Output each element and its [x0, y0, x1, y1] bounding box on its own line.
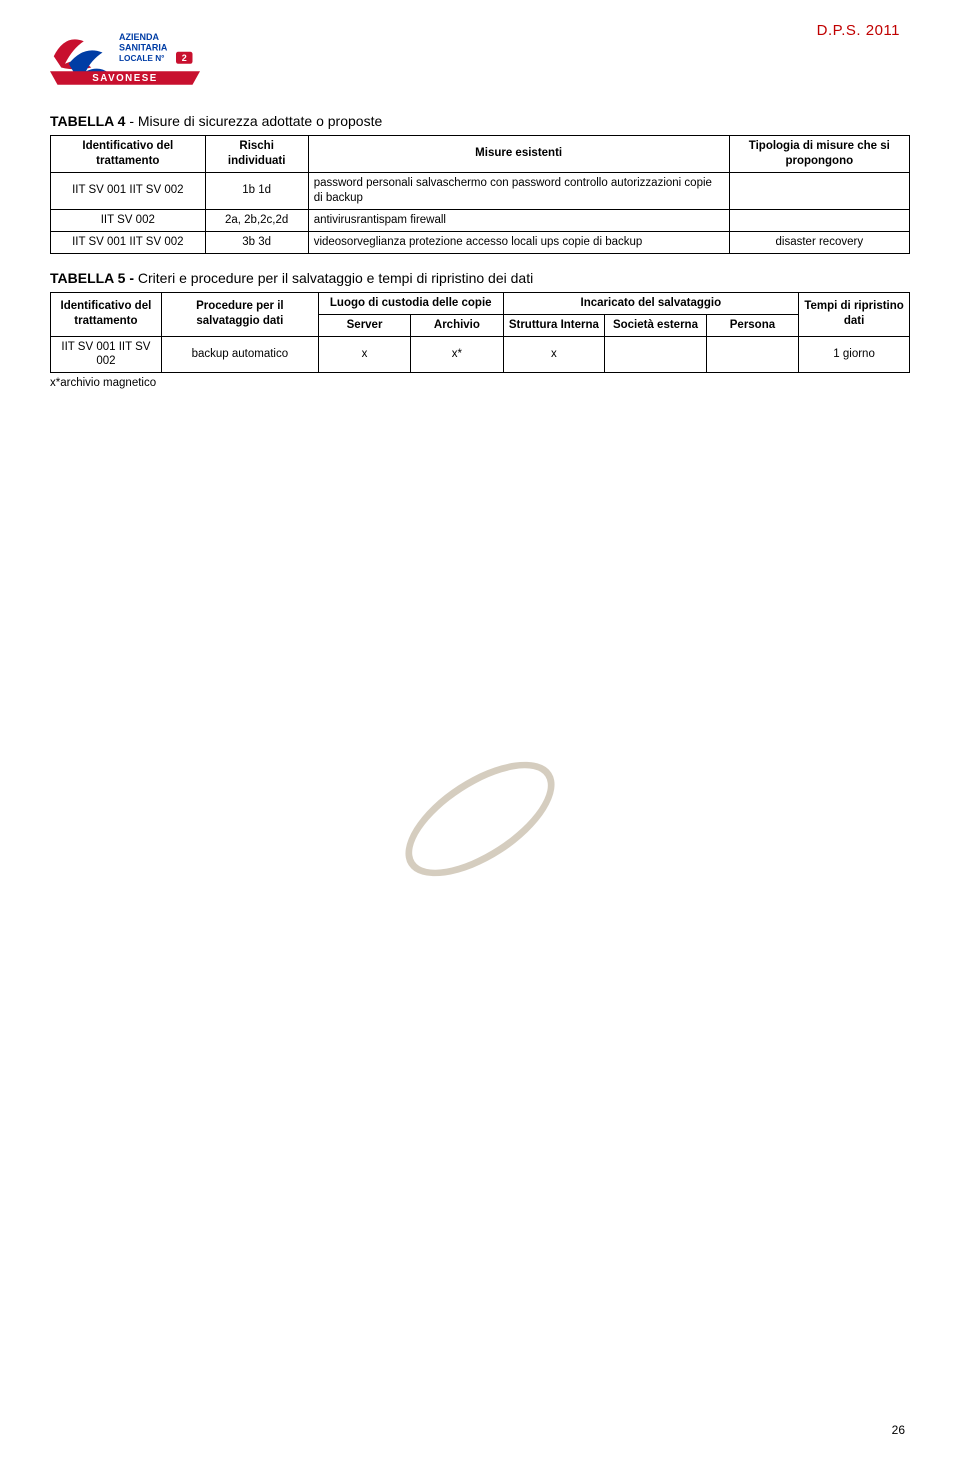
table4-header-row: Identificativo del trattamento Rischi in…: [51, 136, 910, 173]
t5-h-tempi: Tempi di ripristino dati: [799, 292, 910, 336]
table-row: IIT SV 001 IIT SV 002 3b 3d videosorvegl…: [51, 231, 910, 253]
page: D.P.S. 2011 AZIENDA SANITARIA LOCALE N° …: [0, 0, 960, 1462]
table4-title: TABELLA 4 - Misure di sicurezza adottate…: [50, 113, 910, 129]
watermark-ellipse-icon: [387, 739, 573, 899]
table-row: IIT SV 001 IIT SV 002 1b 1d password per…: [51, 172, 910, 209]
t4-r1-c2: 2a, 2b,2c,2d: [205, 209, 308, 231]
t4-r1-c3: antivirusrantispam firewall: [308, 209, 729, 231]
t5-r0-tempi: 1 giorno: [799, 336, 910, 373]
t5-r0-proc: backup automatico: [161, 336, 318, 373]
svg-text:2: 2: [182, 53, 187, 63]
t5-h-id: Identificativo del trattamento: [51, 292, 162, 336]
svg-text:AZIENDA: AZIENDA: [119, 32, 159, 42]
t5-r0-server: x: [318, 336, 410, 373]
table5: Identificativo del trattamento Procedure…: [50, 292, 910, 374]
svg-text:LOCALE N°: LOCALE N°: [119, 54, 164, 63]
t5-r0-persona: [706, 336, 798, 373]
table5-title-rest: Criteri e procedure per il salvataggio e…: [134, 270, 533, 286]
t5-h-proc: Procedure per il salvataggio dati: [161, 292, 318, 336]
table4-title-rest: - Misure di sicurezza adottate o propost…: [125, 113, 382, 129]
table5-title-prefix: TABELLA 5 -: [50, 270, 134, 286]
t5-h-societa: Società esterna: [605, 314, 707, 336]
t5-r0-id: IIT SV 001 IIT SV 002: [51, 336, 162, 373]
t4-r2-c4: disaster recovery: [729, 231, 909, 253]
t5-h-archivio: Archivio: [411, 314, 503, 336]
table4-h1: Identificativo del trattamento: [51, 136, 206, 173]
t5-h-server: Server: [318, 314, 410, 336]
t4-r2-c2: 3b 3d: [205, 231, 308, 253]
t5-h-luogo: Luogo di custodia delle copie: [318, 292, 503, 314]
table-row: IIT SV 002 2a, 2b,2c,2d antivirusrantisp…: [51, 209, 910, 231]
svg-text:SAVONESE: SAVONESE: [92, 73, 157, 84]
svg-text:SANITARIA: SANITARIA: [119, 42, 168, 52]
table5-title: TABELLA 5 - Criteri e procedure per il s…: [50, 270, 910, 286]
t4-r0-c2: 1b 1d: [205, 172, 308, 209]
t5-r0-societa: [605, 336, 707, 373]
t4-r2-c1: IIT SV 001 IIT SV 002: [51, 231, 206, 253]
page-number: 26: [892, 1423, 905, 1437]
t5-h-incaricato: Incaricato del salvataggio: [503, 292, 799, 314]
t5-h-persona: Persona: [706, 314, 798, 336]
t5-r0-archivio: x*: [411, 336, 503, 373]
table4-h2: Rischi individuati: [205, 136, 308, 173]
table5-header-row1: Identificativo del trattamento Procedure…: [51, 292, 910, 314]
t4-r2-c3: videosorveglianza protezione accesso loc…: [308, 231, 729, 253]
table5-footnote: x*archivio magnetico: [50, 377, 910, 389]
t5-h-struttura: Struttura Interna: [503, 314, 605, 336]
table4-h4: Tipologia di misure che si propongono: [729, 136, 909, 173]
table4-h3: Misure esistenti: [308, 136, 729, 173]
company-logo-icon: AZIENDA SANITARIA LOCALE N° 2 SAVONESE: [50, 25, 230, 95]
t4-r0-c4: [729, 172, 909, 209]
logo: AZIENDA SANITARIA LOCALE N° 2 SAVONESE: [50, 25, 910, 95]
table-row: IIT SV 001 IIT SV 002 backup automatico …: [51, 336, 910, 373]
t4-r0-c1: IIT SV 001 IIT SV 002: [51, 172, 206, 209]
t4-r1-c1: IIT SV 002: [51, 209, 206, 231]
t4-r1-c4: [729, 209, 909, 231]
t4-r0-c3: password personali salvaschermo con pass…: [308, 172, 729, 209]
t5-r0-struttura: x: [503, 336, 605, 373]
table4: Identificativo del trattamento Rischi in…: [50, 135, 910, 254]
table4-title-prefix: TABELLA 4: [50, 113, 125, 129]
doc-reference: D.P.S. 2011: [817, 22, 900, 39]
